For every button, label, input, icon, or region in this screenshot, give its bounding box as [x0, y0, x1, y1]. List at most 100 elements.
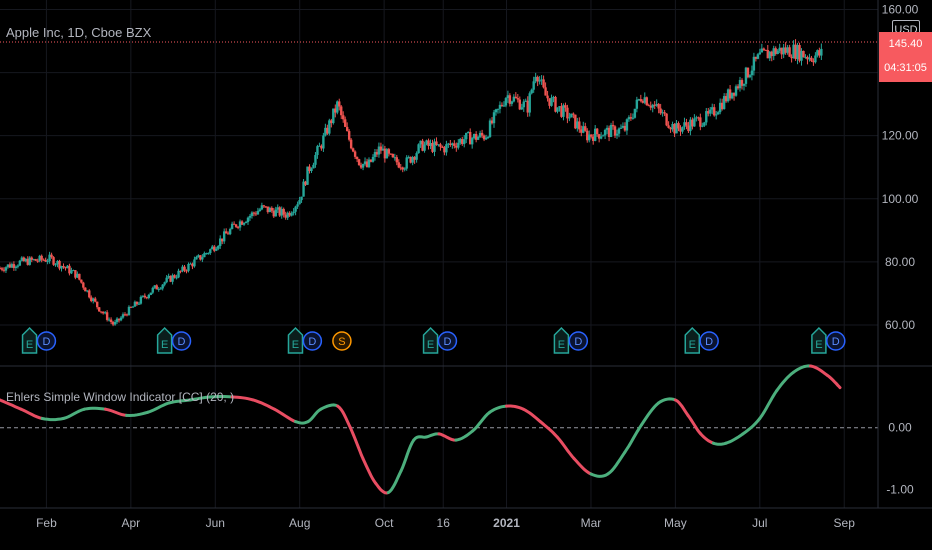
candle-body: [808, 57, 811, 60]
candle-body: [117, 318, 121, 321]
dividend-marker[interactable]: [171, 331, 192, 351]
candle-body: [197, 255, 200, 257]
candle-body: [542, 79, 545, 88]
earnings-marker-label: E: [689, 339, 696, 351]
candle-body: [711, 107, 714, 110]
time-tick-label: Oct: [375, 516, 394, 530]
candle-body: [66, 265, 69, 269]
candle-body: [127, 306, 131, 316]
candle-body: [603, 129, 607, 136]
dividend-marker[interactable]: [699, 331, 719, 351]
candle-body: [347, 131, 351, 140]
candle-body: [445, 144, 448, 153]
candle-body: [443, 147, 446, 153]
earnings-marker[interactable]: [156, 326, 173, 354]
candle-body: [613, 126, 617, 136]
candle-body: [355, 156, 359, 160]
candle-body: [137, 303, 141, 305]
candle-body: [363, 161, 367, 164]
candle-body: [695, 117, 698, 119]
dividend-marker[interactable]: [437, 331, 458, 351]
time-tick-label: Mar: [581, 516, 602, 530]
candle-body: [296, 204, 299, 207]
indicator-segment: [437, 432, 458, 442]
candle-body: [82, 282, 85, 288]
earnings-marker[interactable]: [811, 326, 827, 354]
candle-body: [584, 126, 587, 131]
candle-body: [693, 118, 696, 127]
candle-body: [179, 270, 182, 272]
candle-body: [599, 136, 603, 139]
time-tick-label: 16: [437, 516, 451, 530]
candle-body: [332, 108, 335, 124]
earnings-marker[interactable]: [287, 326, 304, 354]
candle-body: [482, 135, 486, 140]
candle-body: [593, 128, 597, 141]
candle-body: [715, 114, 718, 116]
candle-body: [349, 139, 353, 149]
candle-body: [70, 270, 73, 274]
candle-body: [50, 254, 53, 258]
candle-body: [472, 133, 476, 139]
candle-body: [230, 223, 234, 229]
candle-body: [800, 50, 803, 61]
candle-body: [615, 133, 619, 136]
candle-body: [691, 119, 694, 127]
indicator-series: [0, 364, 878, 495]
indicator-segment: [0, 398, 23, 411]
candle-body: [661, 112, 664, 114]
time-tick-label: Jul: [752, 516, 767, 530]
split-marker[interactable]: [332, 331, 352, 351]
candle-body: [633, 108, 637, 118]
symbol-title[interactable]: Apple Inc, 1D, Cboe BZX: [6, 25, 152, 40]
candle-body: [441, 146, 444, 148]
candle-body: [213, 246, 216, 251]
dividend-marker-label: D: [574, 336, 582, 348]
indicator-segment: [104, 407, 129, 417]
candle-body: [476, 136, 480, 140]
earnings-marker[interactable]: [422, 326, 439, 354]
earnings-marker[interactable]: [684, 326, 701, 354]
dividend-marker[interactable]: [568, 331, 589, 351]
indicator-tick-label: -1.00: [886, 482, 914, 496]
candle-body: [792, 44, 795, 59]
candle-body: [470, 138, 474, 145]
indicator-segment: [125, 410, 150, 418]
candle-body: [201, 257, 204, 260]
indicator-segment: [724, 432, 745, 445]
candle-body: [306, 166, 309, 185]
candle-body: [181, 266, 184, 272]
candle-body: [167, 275, 170, 278]
candle-body: [645, 97, 648, 106]
candle-body: [766, 50, 769, 59]
candle-body: [203, 253, 206, 258]
candle-body: [94, 298, 97, 302]
candle-body: [369, 159, 373, 162]
candle-body: [486, 136, 490, 138]
candle-body: [222, 231, 226, 242]
candle-body: [242, 222, 246, 225]
candle-body: [574, 114, 577, 129]
candle-body: [510, 101, 514, 104]
candle-body: [379, 146, 383, 151]
candle-body: [431, 143, 434, 152]
candle-body: [522, 101, 525, 108]
candle-body: [474, 133, 478, 140]
candle-body: [125, 314, 129, 316]
candle-body: [96, 301, 99, 308]
indicator-segment: [758, 389, 779, 420]
candle-body: [669, 127, 672, 130]
earnings-marker[interactable]: [553, 326, 570, 354]
candle-body: [798, 45, 801, 61]
dividend-marker-label: D: [178, 336, 186, 348]
dividend-marker[interactable]: [826, 331, 846, 351]
dividend-marker[interactable]: [36, 331, 57, 351]
earnings-marker[interactable]: [21, 326, 38, 354]
dividend-marker[interactable]: [302, 331, 323, 351]
indicator-title[interactable]: Ehlers Simple Window Indicator [CC] (20,…: [6, 390, 235, 404]
dividend-marker-label: D: [443, 336, 451, 348]
candle-body: [528, 93, 531, 113]
time-axis[interactable]: Feb Apr Jun Aug Oct 16 2021 Mar May Jul Sep: [0, 507, 932, 530]
candle-body: [756, 54, 760, 59]
